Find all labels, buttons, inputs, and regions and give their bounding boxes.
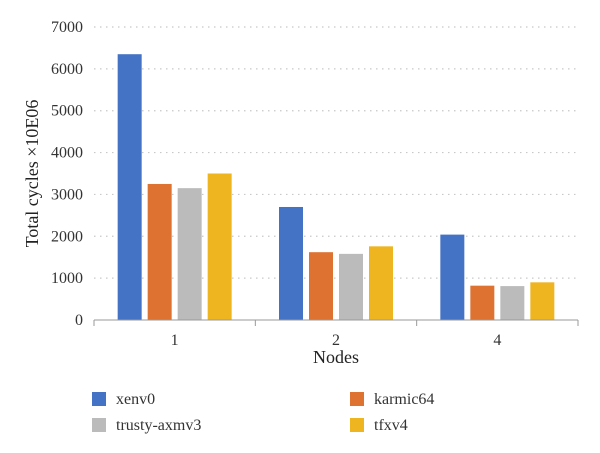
- legend-label-tfxv4: tfxv4: [374, 417, 408, 434]
- gridlines: [94, 26, 578, 279]
- y-tick-label: 7000: [51, 19, 83, 36]
- bar-xenv0-4: [440, 234, 465, 320]
- legend: xenv0 karmic64 trusty-axmv3 tfxv4: [92, 391, 434, 434]
- y-axis-ticks: 0 1000 2000 3000 4000 5000 6000 7000: [51, 19, 83, 329]
- legend-swatch-karmic64: [350, 392, 364, 406]
- bar-trusty-axmv3-1: [177, 188, 202, 320]
- bars: [117, 54, 555, 320]
- legend-label-karmic64: karmic64: [374, 391, 434, 408]
- y-tick-label: 1000: [51, 270, 83, 287]
- y-tick-label: 2000: [51, 228, 83, 245]
- bar-trusty-axmv3-2: [339, 253, 363, 320]
- y-tick-label: 0: [75, 312, 83, 329]
- y-tick-label: 5000: [51, 103, 83, 120]
- bar-tfxv4-4: [530, 282, 555, 320]
- legend-label-trusty-axmv3: trusty-axmv3: [116, 417, 201, 434]
- bar-karmic64-1: [147, 183, 172, 320]
- y-tick-label: 4000: [51, 145, 83, 162]
- bar-karmic64-4: [470, 285, 495, 320]
- bar-xenv0-2: [279, 206, 303, 320]
- bar-tfxv4-2: [369, 246, 393, 320]
- y-tick-label: 6000: [51, 61, 83, 78]
- x-tick-label: 4: [493, 332, 501, 349]
- bar-xenv0-1: [117, 54, 142, 320]
- legend-swatch-trusty-axmv3: [92, 418, 106, 432]
- x-tick-label: 1: [171, 332, 179, 349]
- x-axis-title: Nodes: [313, 347, 359, 367]
- y-tick-label: 3000: [51, 186, 83, 203]
- legend-swatch-tfxv4: [350, 418, 364, 432]
- bar-karmic64-2: [309, 252, 333, 320]
- x-tick-label: 2: [332, 332, 340, 349]
- y-axis-title: Total cycles ×10E06: [22, 100, 42, 248]
- legend-swatch-xenv0: [92, 392, 106, 406]
- x-axis-ticks: 1 2 4: [93, 320, 579, 349]
- bar-tfxv4-1: [207, 173, 232, 320]
- bar-trusty-axmv3-4: [500, 286, 525, 320]
- legend-label-xenv0: xenv0: [116, 391, 155, 408]
